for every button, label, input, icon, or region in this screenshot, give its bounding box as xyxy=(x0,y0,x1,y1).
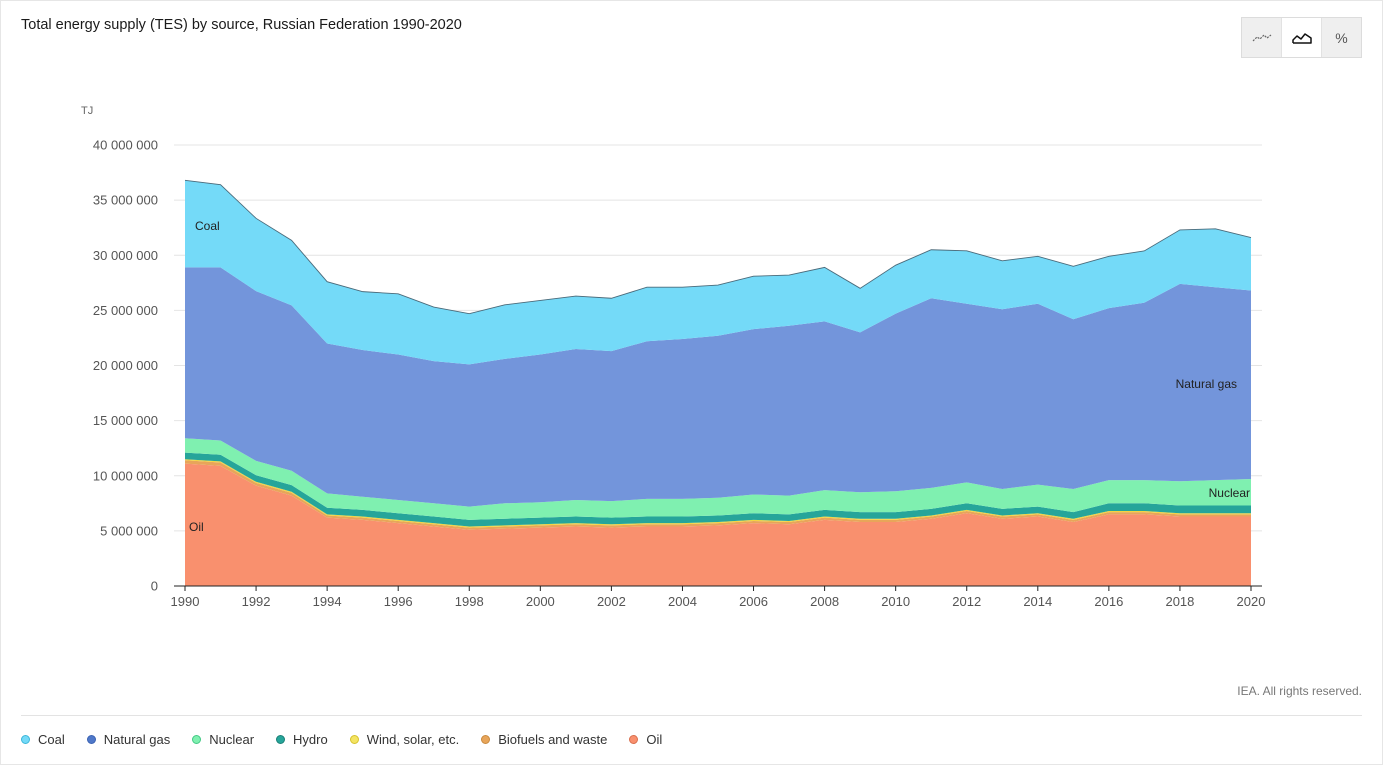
legend-label: Biofuels and waste xyxy=(498,732,608,747)
area-coal[interactable] xyxy=(185,180,1251,365)
line-chart-button[interactable] xyxy=(1242,18,1281,57)
y-tick-label: 10 000 000 xyxy=(93,468,158,483)
y-tick-label: 35 000 000 xyxy=(93,193,158,208)
x-tick-label: 2016 xyxy=(1094,594,1123,609)
x-tick-label: 1992 xyxy=(242,594,271,609)
legend-item-coal[interactable]: Coal xyxy=(21,732,65,747)
y-tick-label: 15 000 000 xyxy=(93,413,158,428)
legend-label: Oil xyxy=(646,732,663,747)
chart-legend: Coal Natural gas Nuclear Hydro Wind, solar, … xyxy=(21,732,662,747)
chart-type-toggle: % xyxy=(1241,17,1362,58)
legend-label: Natural gas xyxy=(103,732,171,747)
x-tick-label: 2018 xyxy=(1165,594,1194,609)
legend-label: Nuclear xyxy=(209,732,255,747)
legend-item-hydro[interactable]: Hydro xyxy=(276,732,328,747)
x-tick-label: 2020 xyxy=(1237,594,1266,609)
x-tick-label: 2014 xyxy=(1023,594,1052,609)
x-tick-label: 2006 xyxy=(739,594,768,609)
y-tick-label: 30 000 000 xyxy=(93,248,158,263)
legend-item-oil[interactable]: Oil xyxy=(629,732,662,747)
legend-swatch xyxy=(192,735,202,744)
legend-label: Coal xyxy=(38,732,65,747)
legend-item-nuclear[interactable]: Nuclear xyxy=(192,732,254,747)
area-series-group xyxy=(184,179,1252,586)
series-label-coal: Coal xyxy=(195,219,220,233)
percent-button[interactable]: % xyxy=(1321,18,1361,57)
series-label-natural-gas: Natural gas xyxy=(1176,377,1237,391)
x-tick-label: 2010 xyxy=(881,594,910,609)
line-chart-icon xyxy=(1252,33,1271,41)
x-tick-label: 1990 xyxy=(171,594,200,609)
percent-icon: % xyxy=(1335,29,1348,46)
area-oil[interactable] xyxy=(185,463,1251,586)
legend-swatch xyxy=(629,735,639,744)
series-label-nuclear: Nuclear xyxy=(1209,486,1250,500)
legend-swatch xyxy=(21,735,30,744)
series-label-oil: Oil xyxy=(189,520,204,534)
copyright-text: IEA. All rights reserved. xyxy=(1237,684,1362,698)
axes: TJ 0 5 000 000 10 000 000 15 000 000 20 000 0… xyxy=(81,105,1265,609)
legend-label: Hydro xyxy=(293,732,328,747)
stacked-area-chart: TJ 0 5 000 000 10 000 000 15 000 000 20 000 0… xyxy=(81,105,1265,609)
series-labels: Oil Nuclear Natural gas Coal xyxy=(189,219,1250,534)
legend-label: Wind, solar, etc. xyxy=(366,732,460,747)
x-tick-label: 1996 xyxy=(384,594,413,609)
legend-item-natural-gas[interactable]: Natural gas xyxy=(86,732,171,747)
x-tick-label: 2000 xyxy=(526,594,555,609)
legend-swatch xyxy=(481,735,491,744)
y-tick-label: 25 000 000 xyxy=(93,303,158,318)
area-hydro[interactable] xyxy=(185,452,1251,527)
legend-swatch xyxy=(276,735,286,744)
y-axis-unit-label: TJ xyxy=(81,105,93,117)
y-tick-label: 0 xyxy=(151,579,158,594)
x-tick-label: 1994 xyxy=(313,594,342,609)
legend-item-wind-solar-etc[interactable]: Wind, solar, etc. xyxy=(349,732,460,747)
area-chart-icon xyxy=(1291,32,1312,44)
chart-title: Total energy supply (TES) by source, Rus… xyxy=(21,17,462,33)
area-nuclear[interactable] xyxy=(185,438,1251,520)
area-chart-button[interactable] xyxy=(1281,18,1321,57)
y-tick-label: 20 000 000 xyxy=(93,358,158,373)
legend-swatch xyxy=(86,735,96,744)
area-natural-gas[interactable] xyxy=(185,267,1251,507)
y-tick-label: 40 000 000 xyxy=(93,138,158,153)
y-tick-label: 5 000 000 xyxy=(100,523,158,538)
legend-item-biofuels-and-waste[interactable]: Biofuels and waste xyxy=(481,732,607,747)
legend-swatch xyxy=(349,735,359,744)
x-tick-label: 2008 xyxy=(810,594,839,609)
legend-divider xyxy=(21,715,1362,716)
x-tick-label: 1998 xyxy=(455,594,484,609)
x-tick-label: 2002 xyxy=(597,594,626,609)
x-tick-label: 2004 xyxy=(668,594,697,609)
x-tick-label: 2012 xyxy=(952,594,981,609)
total-outline xyxy=(184,179,1252,315)
